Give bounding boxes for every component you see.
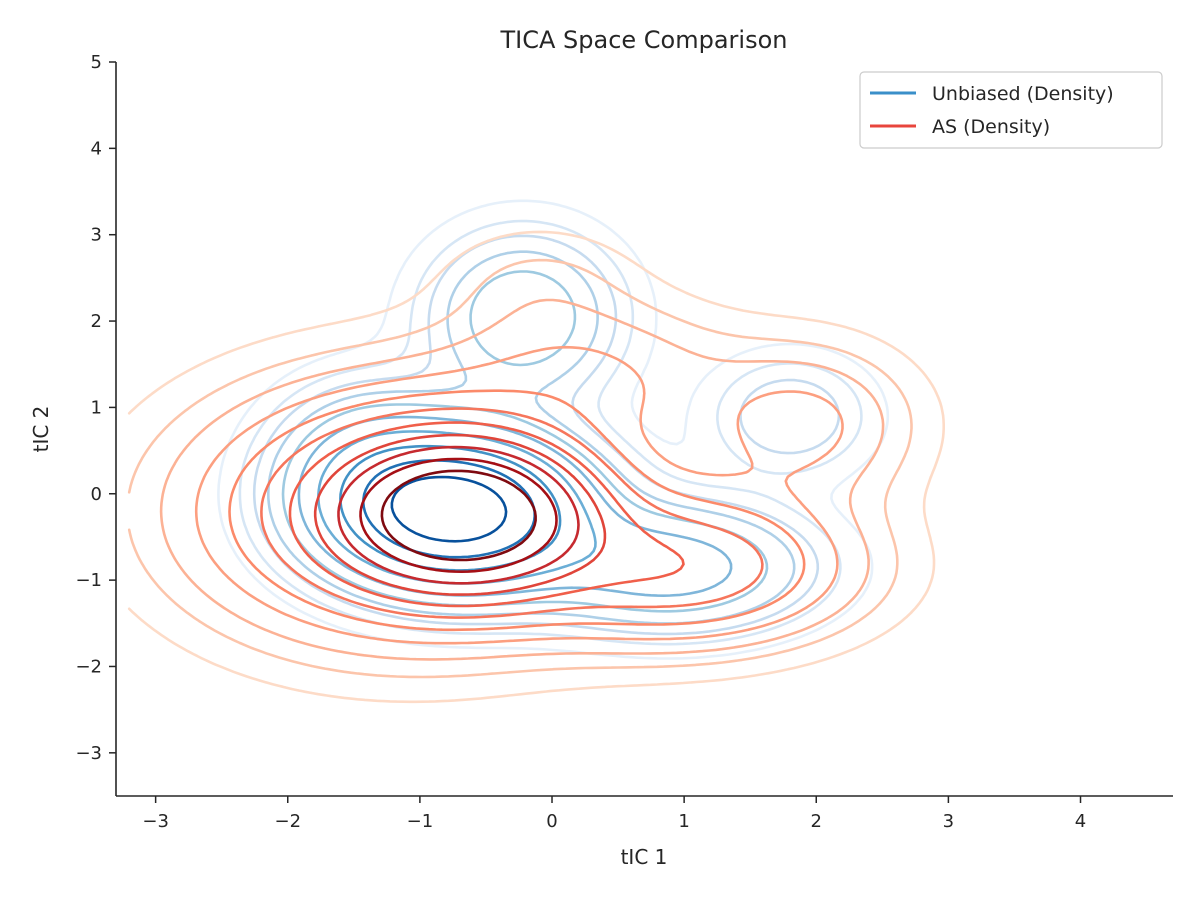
y-tick-label: 1: [91, 397, 102, 418]
as-density-contour: [228, 389, 806, 632]
as-density-contour: [313, 433, 607, 596]
x-axis-label: tIC 1: [621, 845, 668, 869]
x-tick-label: −1: [407, 811, 434, 832]
as-density-contour: [380, 469, 537, 562]
as-density-contour: [159, 298, 885, 661]
x-tick-label: −2: [274, 811, 301, 832]
as-density-contour: [194, 345, 844, 645]
unbiased-density-contour: [390, 475, 508, 543]
as-density-contour: [288, 421, 685, 608]
as-density-contour: [260, 407, 764, 619]
x-tick-label: 1: [678, 811, 689, 832]
x-tick-label: 2: [811, 811, 822, 832]
y-axis-ticks: −3 −2 −1 0 1 2 3 4 5: [75, 52, 116, 764]
contour-plot-area: [127, 199, 945, 704]
legend-label-as: AS (Density): [932, 116, 1050, 138]
unbiased-density-contour: [252, 234, 841, 636]
x-axis-ticks: −3 −2 −1 0 1 2 3 4: [142, 796, 1086, 832]
y-tick-label: 5: [91, 52, 102, 73]
y-tick-label: −3: [75, 743, 102, 764]
as-density-contour: [127, 258, 913, 679]
as-density-contour: [359, 457, 558, 573]
y-axis-label: tIC 2: [29, 406, 53, 453]
legend-box: [859, 71, 1163, 149]
y-tick-label: 4: [91, 138, 102, 159]
x-tick-label: 0: [546, 811, 557, 832]
x-tick-label: 4: [1075, 811, 1086, 832]
y-tick-label: 0: [91, 484, 102, 505]
legend: Unbiased (Density) AS (Density): [859, 71, 1163, 149]
x-tick-label: −3: [142, 811, 169, 832]
unbiased-density-contour: [339, 444, 562, 572]
y-tick-label: 2: [91, 311, 102, 332]
y-tick-label: −1: [75, 570, 102, 591]
y-tick-label: 3: [91, 225, 102, 246]
legend-label-unbiased: Unbiased (Density): [932, 83, 1114, 105]
chart-title: TICA Space Comparison: [499, 26, 787, 54]
x-tick-label: 3: [943, 811, 954, 832]
y-tick-label: −2: [75, 656, 102, 677]
as-density-contour: [127, 230, 945, 704]
as-density-contour: [337, 445, 580, 585]
